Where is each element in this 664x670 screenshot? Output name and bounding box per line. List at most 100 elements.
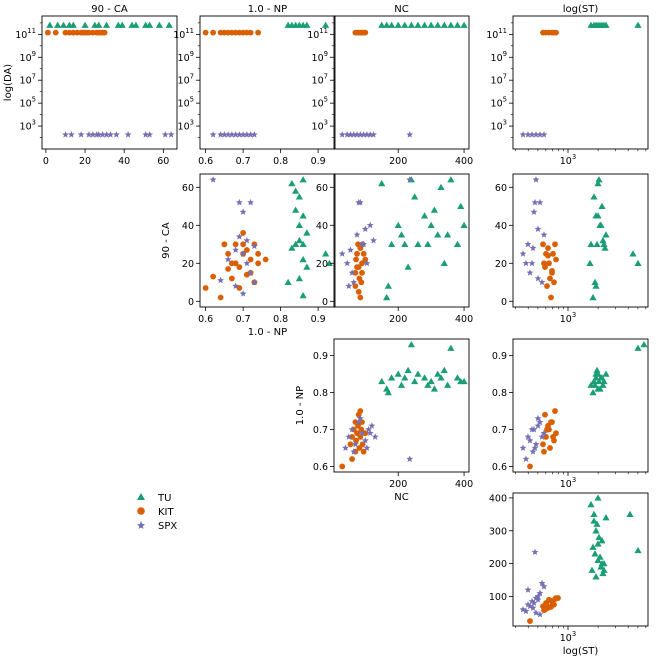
point-p11-tu-8: [295, 236, 303, 244]
y-tick-label-p33-0: 100: [489, 592, 507, 603]
x-tick-label-p02-0: 200: [389, 156, 407, 167]
point-p13-tu-14: [599, 236, 607, 244]
panel-title-p02: NC: [394, 4, 408, 15]
point-p12-spx-8: [366, 221, 374, 229]
panel-p01: 0.6 0.7 0.8 0.9 103 105 107 109 1011 1.0 - NP: [173, 4, 336, 167]
point-p23-tu-8: [589, 388, 597, 396]
point-p23-tu-16: [634, 344, 642, 351]
point-p01-spx-5: [232, 131, 240, 138]
point-p13-tu-3: [594, 179, 602, 187]
point-p12-tu-11: [427, 221, 435, 228]
point-p11-kit-19: [232, 260, 239, 267]
point-p22-kit-5: [353, 437, 359, 444]
point-p22-spx-12: [356, 414, 364, 422]
y-tick-label-p02-3: 109: [312, 50, 328, 64]
point-p00-kit-16: [101, 29, 108, 36]
point-p11-tu-1: [292, 187, 300, 194]
x-tick-label-p00-1: 20: [79, 156, 91, 167]
point-p23-kit-2: [543, 434, 549, 440]
point-p01-spx-2: [220, 131, 228, 138]
y-tick-label-p12-0: 0: [322, 297, 328, 308]
point-p11-spx-14: [232, 282, 240, 290]
plot-frame-p03: [512, 15, 649, 150]
point-p23-spx-0: [519, 444, 527, 451]
point-p00-tu-2: [59, 21, 68, 28]
point-p12-tu-18: [460, 221, 468, 228]
y-tick-label-p33-2: 300: [489, 526, 507, 537]
y-tick-label-p03-2: 107: [491, 73, 507, 87]
point-p12-kit-12: [355, 288, 362, 295]
point-p13-tu-9: [589, 293, 597, 301]
point-p11-spx-12: [247, 269, 255, 276]
legend-entry-spx: SPX: [137, 521, 177, 532]
point-p11-kit-16: [240, 230, 247, 236]
points-p03: [519, 21, 642, 138]
point-p11-kit-7: [236, 264, 243, 270]
point-p01-spx-8: [243, 131, 251, 138]
point-p11-tu-0: [288, 179, 296, 187]
point-p01-spx-0: [209, 131, 217, 138]
point-p11-spx-1: [217, 276, 225, 284]
y-tick-label-p00-4: 1011: [15, 27, 36, 41]
point-p02-tu-9: [434, 21, 442, 28]
point-p11-tu-12: [299, 255, 307, 263]
point-p13-spx-7: [530, 208, 538, 215]
point-p22-tu-21: [430, 385, 439, 392]
y-tick-label-p23-3: 0.9: [492, 351, 507, 362]
y-tick-label-p11-2: 40: [182, 221, 194, 232]
point-p13-kit-14: [545, 252, 551, 259]
point-p11-tu-13: [303, 263, 311, 270]
panel-p22: 200 400 0.6 0.7 0.8 0.9 NC 1.0 - NP: [295, 338, 473, 503]
plot-frame-p11: [199, 173, 336, 308]
point-p12-kit-14: [359, 269, 365, 276]
point-p22-tu-10: [424, 381, 432, 388]
point-p12-kit-13: [357, 294, 364, 301]
point-p22-tu-11: [427, 377, 435, 385]
point-p11-tu-10: [292, 240, 300, 247]
legend-entry-kit: KIT: [137, 507, 175, 518]
point-p03-spx-5: [540, 131, 548, 138]
point-p11-tu-6: [299, 212, 307, 219]
point-p13-spx-11: [529, 244, 537, 252]
panel-p11: 0.6 0.7 0.8 0.9 0 20 40 60 1.0 - NP 90 - CA: [161, 173, 336, 338]
point-p22-tu-22: [457, 377, 465, 385]
point-p23-tu-2: [592, 374, 600, 381]
point-p33-tu-12: [597, 563, 605, 570]
point-p00-tu-15: [155, 21, 163, 28]
point-p13-kit-0: [540, 241, 546, 248]
point-p13-tu-0: [587, 240, 595, 247]
x-tick-label-p01-3: 0.9: [311, 156, 326, 167]
point-p12-spx-3: [350, 278, 358, 286]
point-p02-tu-11: [447, 21, 455, 28]
point-p12-tu-22: [457, 202, 465, 209]
point-p13-tu-18: [634, 259, 642, 266]
point-p12-spx-2: [347, 246, 354, 253]
y-tick-label-p00-0: 103: [20, 119, 36, 133]
point-p22-kit-16: [349, 456, 356, 462]
point-p33-tu-21: [588, 566, 596, 573]
y-tick-label-p13-2: 40: [495, 221, 507, 232]
point-p33-spx-16: [524, 586, 532, 593]
x-tick-label-p01-2: 0.8: [273, 156, 288, 167]
point-p02-spx-10: [406, 131, 414, 138]
point-p33-tu-8: [589, 543, 597, 550]
point-p12-tu-7: [411, 193, 419, 200]
point-p13-kit-4: [551, 279, 557, 286]
point-p22-tu-2: [388, 374, 396, 381]
point-p11-kit-18: [221, 241, 228, 248]
point-p12-kit-15: [354, 264, 360, 270]
point-p23-tu-11: [595, 377, 603, 385]
points-p01: [202, 21, 330, 138]
y-tick-label-p33-3: 400: [489, 493, 507, 504]
y-tick-label-p01-2: 107: [178, 73, 194, 87]
point-p01-spx-1: [217, 131, 225, 138]
point-p00-tu-8: [102, 21, 111, 28]
plot-frame-p00: [41, 15, 178, 150]
x-tick-label-p13-0: 103: [560, 311, 576, 325]
point-p01-kit-1: [210, 29, 217, 36]
point-p02-spx-9: [370, 131, 377, 138]
point-p13-kit-5: [553, 256, 559, 263]
point-p11-kit-14: [228, 275, 235, 282]
